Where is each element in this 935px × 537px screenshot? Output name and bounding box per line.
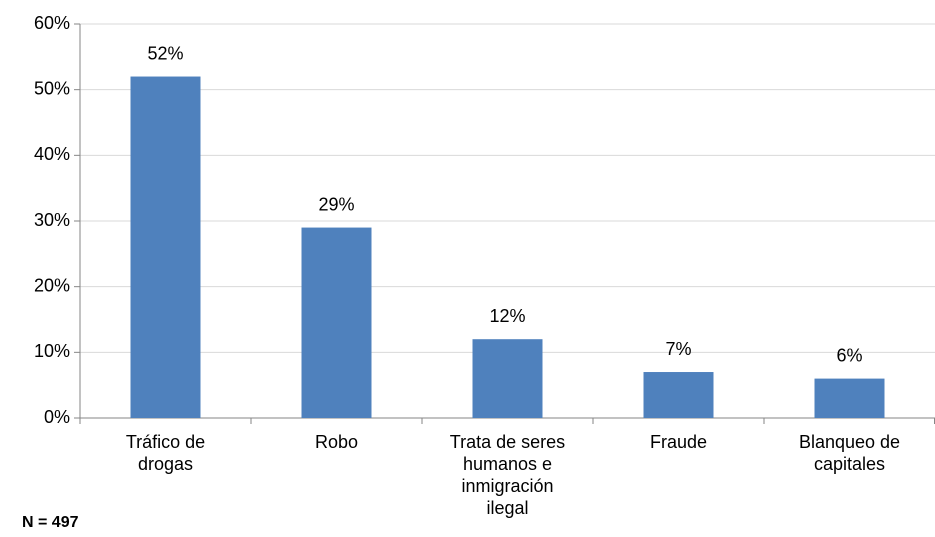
data-label: 12%: [489, 306, 525, 326]
y-tick-label: 50%: [34, 78, 70, 98]
bar: [130, 76, 201, 419]
x-tick-label: Blanqueo de capitales: [798, 432, 901, 474]
data-label: 29%: [318, 194, 354, 214]
y-tick-label: 60%: [34, 13, 70, 33]
data-label: 7%: [665, 339, 691, 359]
y-tick-label: 10%: [34, 341, 70, 361]
y-tick-label: 20%: [34, 275, 70, 295]
bar: [814, 378, 885, 418]
x-tick-label: Trata de seres humanos e inmigración ile…: [449, 432, 566, 518]
bar: [301, 227, 372, 418]
y-tick-label: 30%: [34, 210, 70, 230]
bar: [643, 372, 714, 418]
sample-size-note: N = 497: [22, 514, 79, 531]
x-tick-label: Fraude: [649, 432, 708, 452]
bar: [472, 339, 543, 418]
data-label: 6%: [836, 345, 862, 365]
y-tick-label: 40%: [34, 144, 70, 164]
data-label: 52%: [147, 43, 183, 63]
x-tick-label: Robo: [314, 432, 359, 452]
y-tick-label: 0%: [44, 407, 70, 427]
x-tick-label: Tráfico de drogas: [125, 432, 206, 474]
